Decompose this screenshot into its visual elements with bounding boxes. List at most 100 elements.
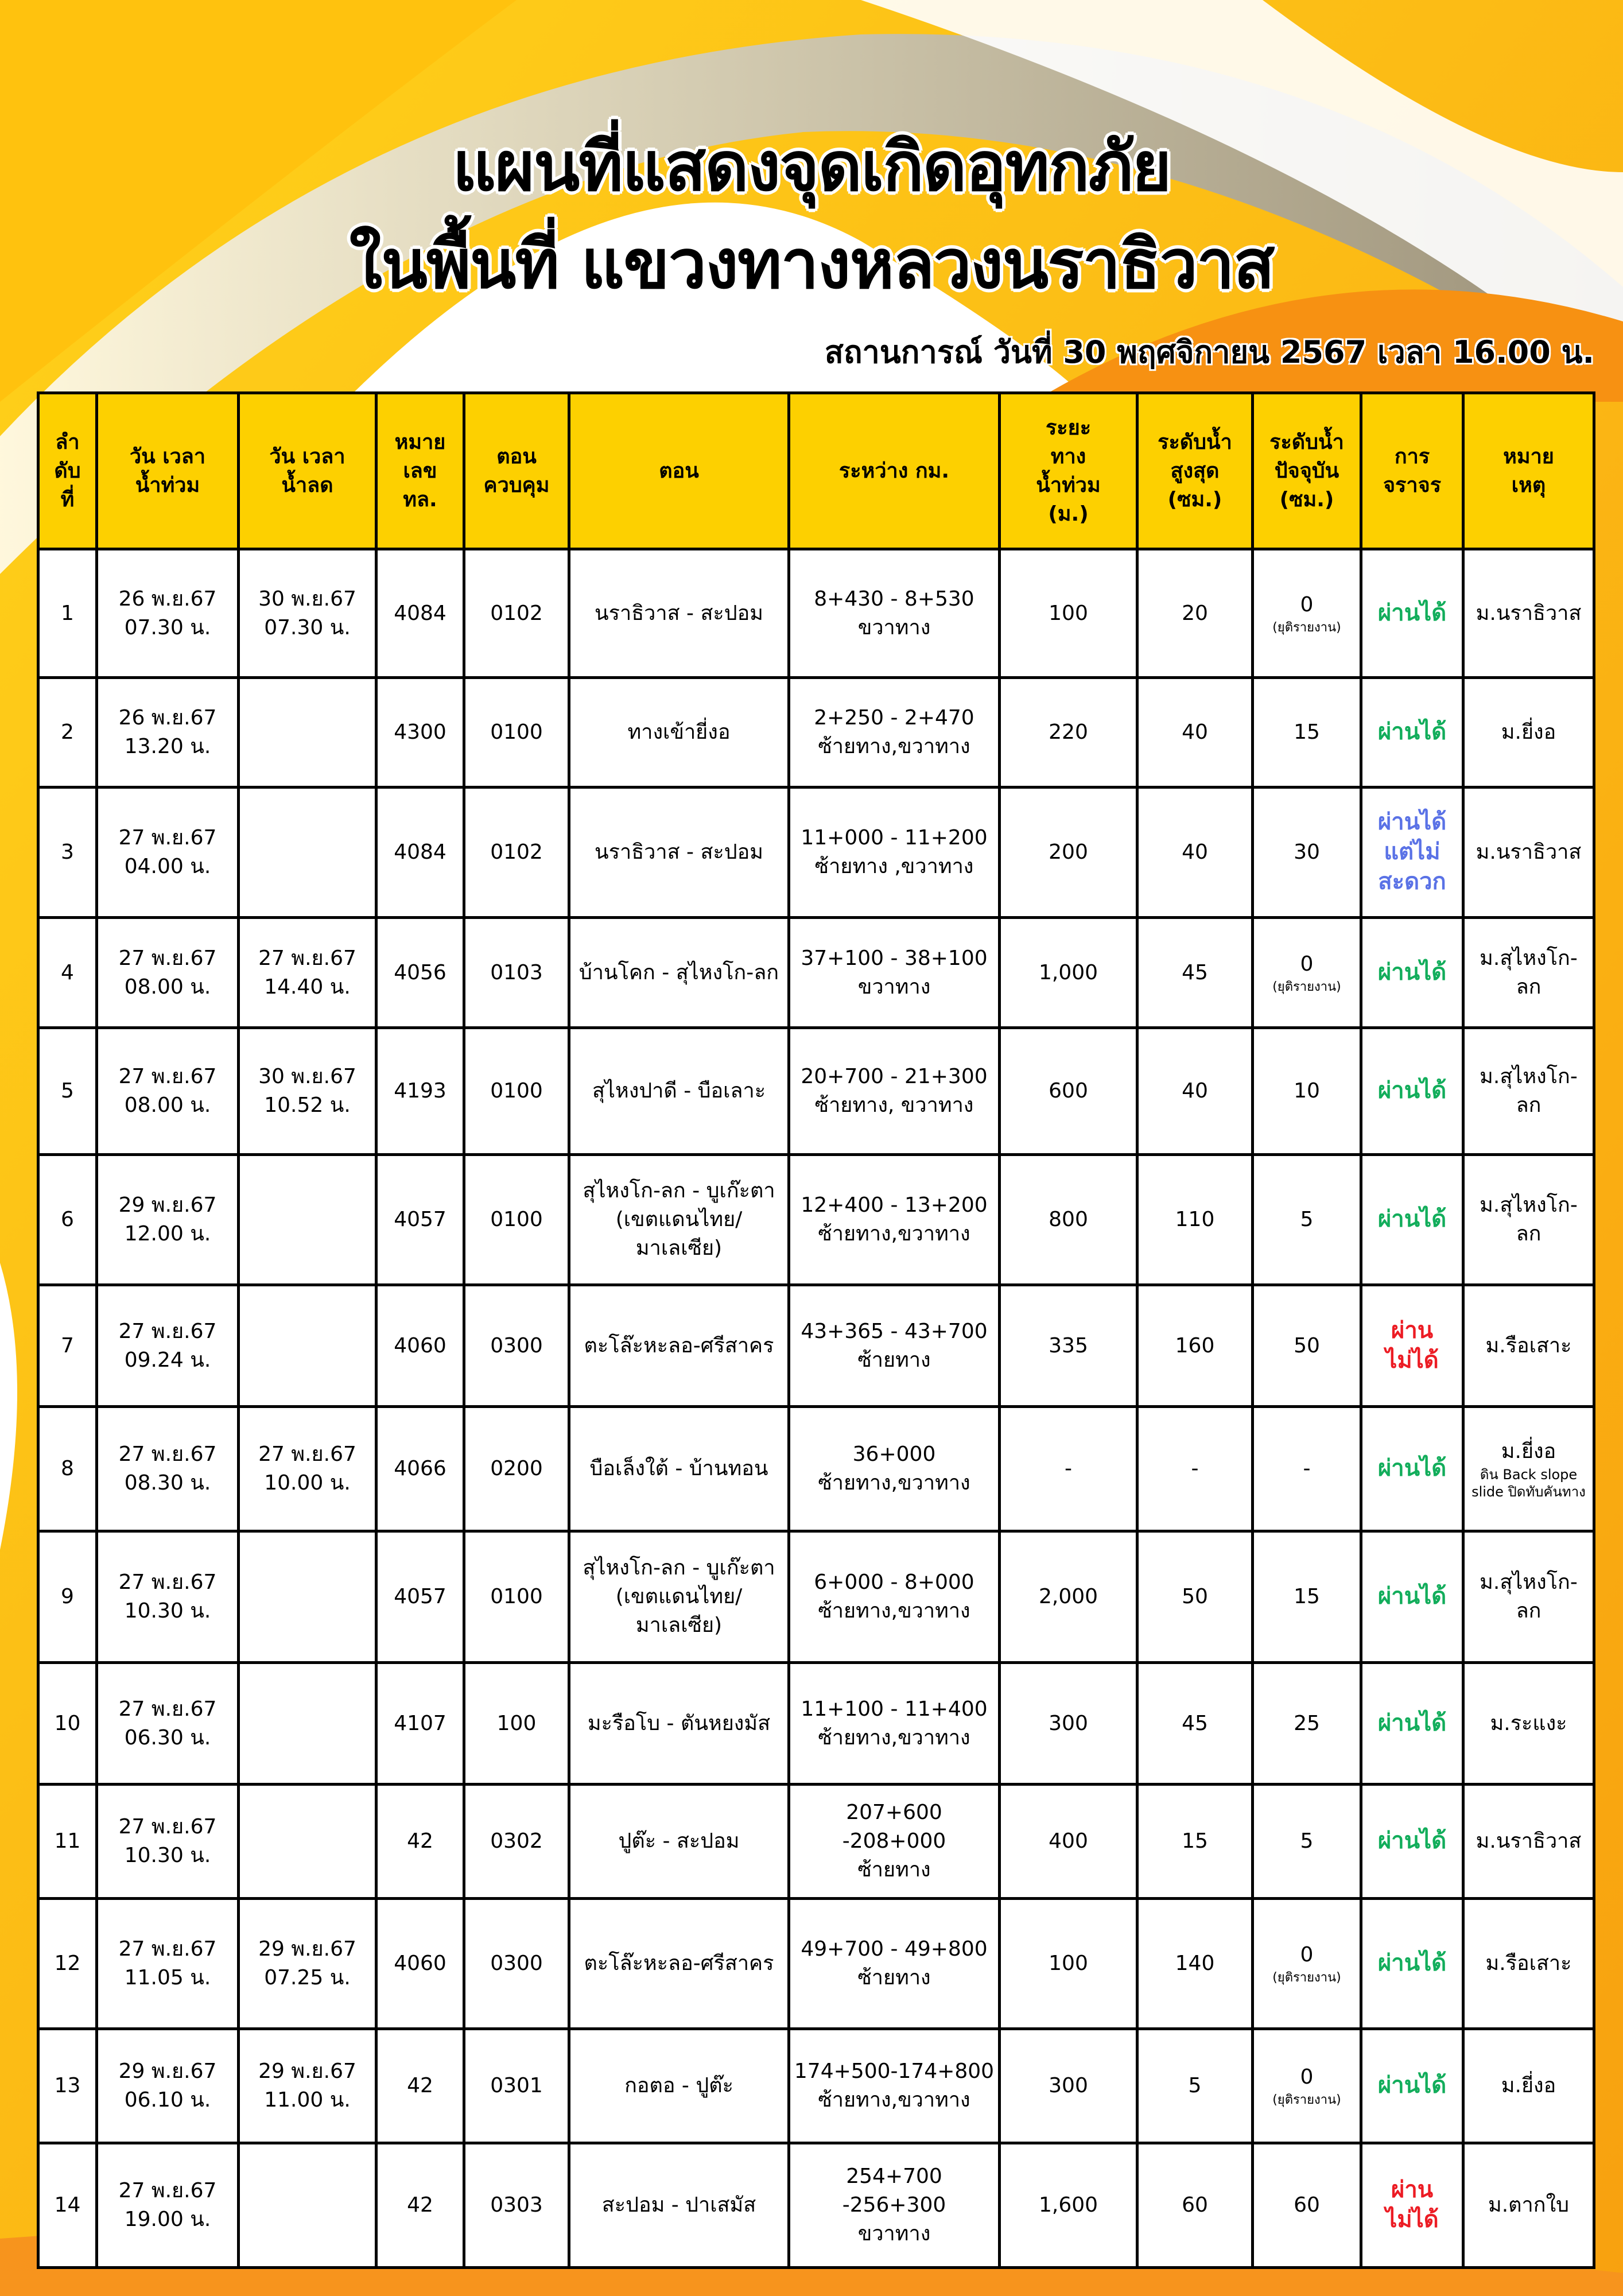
cell-section: บ้านโคก - สุไหงโก-ลก [568, 916, 790, 1029]
cell-section: ปูต๊ะ - สะปอม [568, 1783, 790, 1900]
cell-remark: ม.สุไหงโก-ลก [1462, 1530, 1595, 1664]
page-title-line-2: ในพื้นที่ แขวงทางหลวงนราธิวาส [349, 224, 1275, 304]
no-value: 5 [61, 1079, 74, 1103]
flood-length-value: 800 [1049, 1208, 1088, 1231]
control-section-value: 0102 [490, 840, 543, 864]
cell-recede-time [237, 1783, 378, 1900]
cell-route-number: 42 [375, 1783, 465, 1900]
max-level-value: 5 [1188, 2074, 1202, 2097]
cell-no: 12 [37, 1897, 98, 2030]
cell-traffic: ผ่านได้ [1360, 1783, 1465, 1900]
control-section-value: 0301 [490, 2074, 543, 2097]
cell-control-section: 0302 [463, 1783, 570, 1900]
remark-value: ม.สุไหงโก-ลก [1480, 1193, 1578, 1246]
cell-remark: ม.ยี่งอ ดิน Back slope slide ปิดทับคันทาง [1462, 1405, 1595, 1533]
no-value: 7 [61, 1333, 74, 1358]
cell-flood-length: 400 [998, 1783, 1139, 1900]
cell-recede-time [237, 1530, 378, 1664]
page-title-line-1: แผนที่แสดงจุดเกิดอุทกภัย [452, 127, 1171, 206]
flood-length-value: 2,000 [1038, 1585, 1098, 1608]
max-level-value: 40 [1182, 1079, 1208, 1103]
km-range-value: 2+250 - 2+470 ซ้ายทาง,ขวาทาง [814, 706, 974, 758]
cell-section: นราธิวาส - สะปอม [568, 548, 790, 679]
cell-flood-time: 27 พ.ย.67 08.30 น. [95, 1405, 240, 1533]
cell-flood-time: 29 พ.ย.67 12.00 น. [95, 1153, 240, 1286]
flood-time-value: 27 พ.ย.67 10.30 น. [118, 1570, 217, 1623]
control-section-value: 0100 [490, 1585, 543, 1608]
header-traffic: การ จราจร [1360, 391, 1465, 550]
route-number-value: 4084 [394, 601, 446, 625]
recede-time-value: 30 พ.ย.67 10.52 น. [258, 1065, 356, 1117]
header-section: ตอน [568, 391, 790, 550]
route-number-value: 4107 [394, 1711, 446, 1735]
cell-km-range: 37+100 - 38+100 ขวาทาง [787, 916, 1001, 1029]
cell-max-level: 140 [1136, 1897, 1254, 2030]
no-value: 2 [61, 720, 74, 744]
header-control-section: ตอน ควบคุม [463, 391, 570, 550]
current-level-value: 50 [1294, 1333, 1320, 1358]
route-number-value: 42 [407, 1829, 433, 1853]
traffic-status-badge: ผ่านได้ [1377, 1709, 1447, 1736]
km-range-value: 174+500-174+800 ซ้ายทาง,ขวาทาง [794, 2060, 995, 2112]
traffic-status-badge: ผ่านได้ [1377, 959, 1447, 986]
flood-time-value: 27 พ.ย.67 08.00 น. [118, 946, 217, 999]
flood-length-value: 600 [1049, 1079, 1088, 1103]
flood-time-value: 27 พ.ย.67 10.30 น. [118, 1815, 217, 1867]
flood-length-value: 335 [1049, 1333, 1088, 1358]
section-value: ตะโล๊ะหะลอ-ศรีสาคร [584, 1952, 774, 1975]
control-section-value: 0100 [490, 1079, 543, 1103]
cell-km-range: 207+600 -208+000 ซ้ายทาง [787, 1783, 1001, 1900]
cell-recede-time [237, 2142, 378, 2269]
cell-no: 9 [37, 1530, 98, 1664]
cell-traffic: ผ่านได้ [1360, 548, 1465, 679]
max-level-value: 50 [1182, 1585, 1208, 1608]
cell-flood-time: 27 พ.ย.67 09.24 น. [95, 1283, 240, 1408]
traffic-status-badge: ผ่านได้ [1377, 719, 1447, 745]
section-value: นราธิวาส - สะปอม [595, 840, 763, 864]
max-level-value: 45 [1182, 1711, 1208, 1735]
cell-km-range: 254+700 -256+300 ขวาทาง [787, 2142, 1001, 2269]
section-value: บือเล็งใต้ - บ้านทอน [589, 1457, 768, 1480]
cell-section: ตะโล๊ะหะลอ-ศรีสาคร [568, 1897, 790, 2030]
km-range-value: 207+600 -208+000 ซ้ายทาง [842, 1801, 946, 1882]
cell-recede-time [237, 1153, 378, 1286]
cell-recede-time: 27 พ.ย.67 14.40 น. [237, 916, 378, 1029]
table-header-row: ลำ ดับ ที่ วัน เวลา น้ำท่วม วัน เวลา น้ำลด… [37, 391, 1595, 550]
cell-flood-time: 27 พ.ย.67 19.00 น. [95, 2142, 240, 2269]
current-level-note: (ยุติรายงาน) [1272, 2093, 1341, 2107]
cell-max-level: 110 [1136, 1153, 1254, 1286]
table-row: 9 27 พ.ย.67 10.30 น. 4057 0100 สุไหงโก-ลก - … [37, 1530, 1595, 1664]
cell-flood-time: 26 พ.ย.67 13.20 น. [95, 676, 240, 789]
cell-control-section: 0300 [463, 1897, 570, 2030]
cell-route-number: 4084 [375, 548, 465, 679]
remark-value: ม.นราธิวาส [1476, 601, 1582, 625]
traffic-status-badge: ผ่านได้ [1377, 1950, 1447, 1976]
section-value: สุไหงปาดี - บือเลาะ [592, 1079, 766, 1103]
flood-time-value: 29 พ.ย.67 12.00 น. [118, 1193, 217, 1246]
header-flood-time: วัน เวลา น้ำท่วม [95, 391, 240, 550]
section-value: บ้านโคก - สุไหงโก-ลก [578, 960, 779, 984]
current-level-value: - [1303, 1457, 1311, 1480]
route-number-value: 42 [407, 2193, 433, 2217]
no-value: 9 [61, 1585, 74, 1608]
traffic-status-badge: ผ่านได้ [1377, 599, 1447, 626]
table-row: 6 29 พ.ย.67 12.00 น. 4057 0100 สุไหงโก-ลก - … [37, 1153, 1595, 1286]
cell-km-range: 174+500-174+800 ซ้ายทาง,ขวาทาง [787, 2027, 1001, 2144]
header-route-number: หมาย เลข ทล. [375, 391, 465, 550]
cell-no: 7 [37, 1283, 98, 1408]
flood-length-value: 100 [1049, 1952, 1088, 1975]
cell-traffic: ผ่านได้ [1360, 2027, 1465, 2144]
cell-section: ตะโล๊ะหะลอ-ศรีสาคร [568, 1283, 790, 1408]
cell-remark: ม.สุไหงโก-ลก [1462, 1026, 1595, 1156]
remark-value: ม.รือเสาะ [1485, 1952, 1572, 1975]
cell-control-section: 0300 [463, 1283, 570, 1408]
current-level-value: 0 [1300, 2065, 1314, 2089]
recede-time-value: 30 พ.ย.67 07.30 น. [258, 587, 356, 639]
cell-section: ทางเข้ายี่งอ [568, 676, 790, 789]
cell-flood-length: 300 [998, 1661, 1139, 1786]
cell-flood-time: 27 พ.ย.67 06.30 น. [95, 1661, 240, 1786]
cell-current-level: 15 [1251, 676, 1362, 789]
section-value: สุไหงโก-ลก - บูเก๊ะตา (เขตแดนไทย/ มาเลเซ… [583, 1179, 775, 1260]
cell-recede-time: 30 พ.ย.67 10.52 น. [237, 1026, 378, 1156]
flood-length-value: 200 [1049, 840, 1088, 864]
